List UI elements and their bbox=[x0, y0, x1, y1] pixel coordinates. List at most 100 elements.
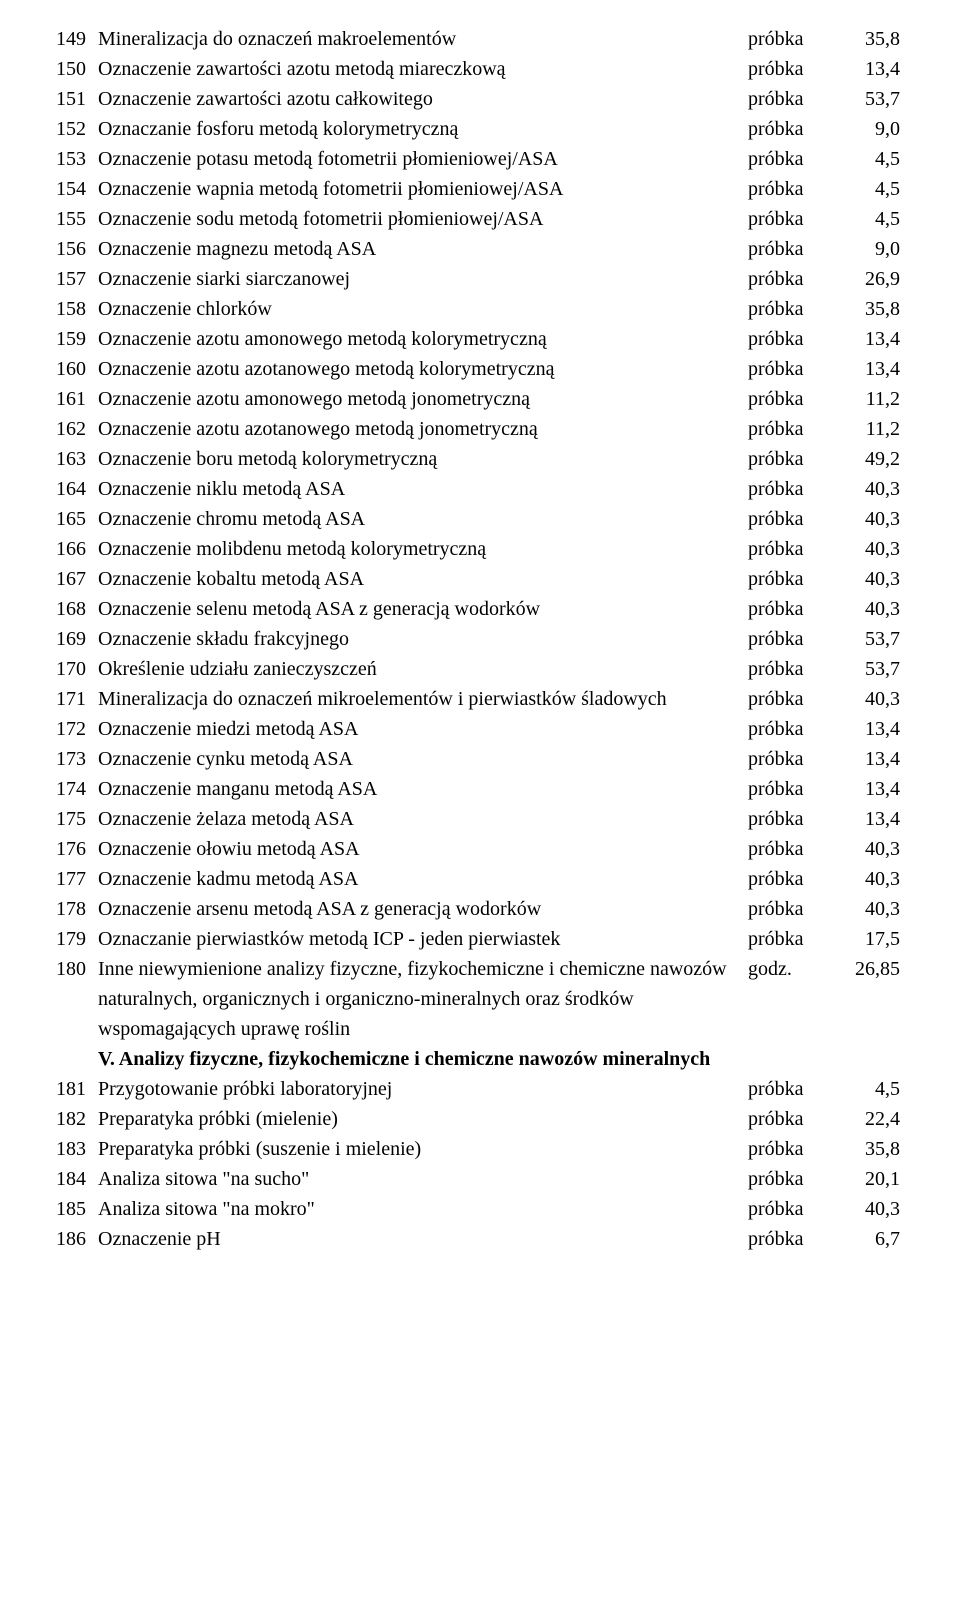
row-description: Oznaczenie manganu metodą ASA bbox=[98, 774, 748, 804]
row-description: Oznaczenie żelaza metodą ASA bbox=[98, 804, 748, 834]
row-unit: próbka bbox=[748, 474, 834, 504]
row-description: Oznaczenie kobaltu metodą ASA bbox=[98, 564, 748, 594]
row-number: 156 bbox=[56, 234, 98, 264]
table-row: 162Oznaczenie azotu azotanowego metodą j… bbox=[56, 414, 900, 444]
row-unit: próbka bbox=[748, 684, 834, 714]
row-number: 172 bbox=[56, 714, 98, 744]
row-value: 40,3 bbox=[834, 594, 900, 624]
table-row: 166Oznaczenie molibdenu metodą kolorymet… bbox=[56, 534, 900, 564]
row-value: 13,4 bbox=[834, 324, 900, 354]
row-description: Oznaczenie azotu azotanowego metodą kolo… bbox=[98, 354, 748, 384]
row-unit: próbka bbox=[748, 534, 834, 564]
row-number: 178 bbox=[56, 894, 98, 924]
row-number: 157 bbox=[56, 264, 98, 294]
row-description: Oznaczenie siarki siarczanowej bbox=[98, 264, 748, 294]
row-unit: próbka bbox=[748, 354, 834, 384]
row-number: 160 bbox=[56, 354, 98, 384]
row-unit: próbka bbox=[748, 264, 834, 294]
table-row: 174Oznaczenie manganu metodą ASApróbka13… bbox=[56, 774, 900, 804]
row-description: Oznaczenie wapnia metodą fotometrii płom… bbox=[98, 174, 748, 204]
row-description: Mineralizacja do oznaczeń makroelementów bbox=[98, 24, 748, 54]
row-description: Oznaczanie pierwiastków metodą ICP - jed… bbox=[98, 924, 748, 954]
row-unit: próbka bbox=[748, 234, 834, 264]
table-row: 152Oznaczanie fosforu metodą kolorymetry… bbox=[56, 114, 900, 144]
row-unit: próbka bbox=[748, 384, 834, 414]
row-number: 179 bbox=[56, 924, 98, 954]
table-rows-lower: 181Przygotowanie próbki laboratoryjnejpr… bbox=[56, 1074, 900, 1254]
row-unit: próbka bbox=[748, 1224, 834, 1254]
row-number: 175 bbox=[56, 804, 98, 834]
table-row: 183Preparatyka próbki (suszenie i mielen… bbox=[56, 1134, 900, 1164]
row-unit: próbka bbox=[748, 324, 834, 354]
row-unit: próbka bbox=[748, 1104, 834, 1134]
row-unit: próbka bbox=[748, 744, 834, 774]
row-description: Oznaczenie molibdenu metodą kolorymetryc… bbox=[98, 534, 748, 564]
row-unit: próbka bbox=[748, 564, 834, 594]
row-number: 161 bbox=[56, 384, 98, 414]
row-value: 13,4 bbox=[834, 714, 900, 744]
row-number: 177 bbox=[56, 864, 98, 894]
row-description: Oznaczenie chromu metodą ASA bbox=[98, 504, 748, 534]
row-unit: próbka bbox=[748, 174, 834, 204]
table-row: 181Przygotowanie próbki laboratoryjnejpr… bbox=[56, 1074, 900, 1104]
row-description: Oznaczanie fosforu metodą kolorymetryczn… bbox=[98, 114, 748, 144]
row-value: 40,3 bbox=[834, 894, 900, 924]
row-number: 155 bbox=[56, 204, 98, 234]
row-value: 11,2 bbox=[834, 414, 900, 444]
row-value: 40,3 bbox=[834, 564, 900, 594]
row-description: Oznaczenie azotu amonowego metodą jonome… bbox=[98, 384, 748, 414]
row-value: 13,4 bbox=[834, 804, 900, 834]
row-value: 40,3 bbox=[834, 534, 900, 564]
row-value: 4,5 bbox=[834, 204, 900, 234]
row-value: 35,8 bbox=[834, 1134, 900, 1164]
table-row: 149Mineralizacja do oznaczeń makroelemen… bbox=[56, 24, 900, 54]
row-number: 153 bbox=[56, 144, 98, 174]
row-unit: próbka bbox=[748, 624, 834, 654]
row-value: 22,4 bbox=[834, 1104, 900, 1134]
row-unit: próbka bbox=[748, 714, 834, 744]
table-row: 155Oznaczenie sodu metodą fotometrii pło… bbox=[56, 204, 900, 234]
table-row: 164Oznaczenie niklu metodą ASApróbka40,3 bbox=[56, 474, 900, 504]
row-value: 40,3 bbox=[834, 864, 900, 894]
row-description: Preparatyka próbki (suszenie i mielenie) bbox=[98, 1134, 748, 1164]
row-number: 166 bbox=[56, 534, 98, 564]
table-row: 160Oznaczenie azotu azotanowego metodą k… bbox=[56, 354, 900, 384]
row-number: 149 bbox=[56, 24, 98, 54]
row-value: 35,8 bbox=[834, 24, 900, 54]
row-unit: próbka bbox=[748, 54, 834, 84]
row-value: 6,7 bbox=[834, 1224, 900, 1254]
row-unit: próbka bbox=[748, 834, 834, 864]
row-description: Oznaczenie zawartości azotu całkowitego bbox=[98, 84, 748, 114]
row-number: 162 bbox=[56, 414, 98, 444]
document-page: 149Mineralizacja do oznaczeń makroelemen… bbox=[0, 0, 960, 1294]
row-unit: próbka bbox=[748, 774, 834, 804]
row-value: 53,7 bbox=[834, 624, 900, 654]
row-unit: próbka bbox=[748, 444, 834, 474]
row-unit: próbka bbox=[748, 84, 834, 114]
table-row: 156Oznaczenie magnezu metodą ASApróbka9,… bbox=[56, 234, 900, 264]
row-unit: próbka bbox=[748, 114, 834, 144]
table-row: 165Oznaczenie chromu metodą ASApróbka40,… bbox=[56, 504, 900, 534]
row-unit: próbka bbox=[748, 1194, 834, 1224]
row-unit: próbka bbox=[748, 294, 834, 324]
table-row: 157Oznaczenie siarki siarczanowejpróbka2… bbox=[56, 264, 900, 294]
table-row: 167Oznaczenie kobaltu metodą ASApróbka40… bbox=[56, 564, 900, 594]
row-value: 13,4 bbox=[834, 54, 900, 84]
row-unit: próbka bbox=[748, 924, 834, 954]
table-row: 153Oznaczenie potasu metodą fotometrii p… bbox=[56, 144, 900, 174]
row-description: Oznaczenie boru metodą kolorymetryczną bbox=[98, 444, 748, 474]
table-row: 169Oznaczenie składu frakcyjnegopróbka53… bbox=[56, 624, 900, 654]
row-number: 185 bbox=[56, 1194, 98, 1224]
row-value: 26,85 bbox=[834, 954, 900, 984]
row-value: 49,2 bbox=[834, 444, 900, 474]
row-description: Inne niewymienione analizy fizyczne, fiz… bbox=[98, 954, 748, 1044]
row-description: Oznaczenie ołowiu metodą ASA bbox=[98, 834, 748, 864]
row-value: 11,2 bbox=[834, 384, 900, 414]
row-description: Oznaczenie miedzi metodą ASA bbox=[98, 714, 748, 744]
row-description: Preparatyka próbki (mielenie) bbox=[98, 1104, 748, 1134]
table-row: 182Preparatyka próbki (mielenie)próbka22… bbox=[56, 1104, 900, 1134]
row-value: 53,7 bbox=[834, 84, 900, 114]
row-value: 35,8 bbox=[834, 294, 900, 324]
row-unit: próbka bbox=[748, 414, 834, 444]
row-value: 9,0 bbox=[834, 114, 900, 144]
